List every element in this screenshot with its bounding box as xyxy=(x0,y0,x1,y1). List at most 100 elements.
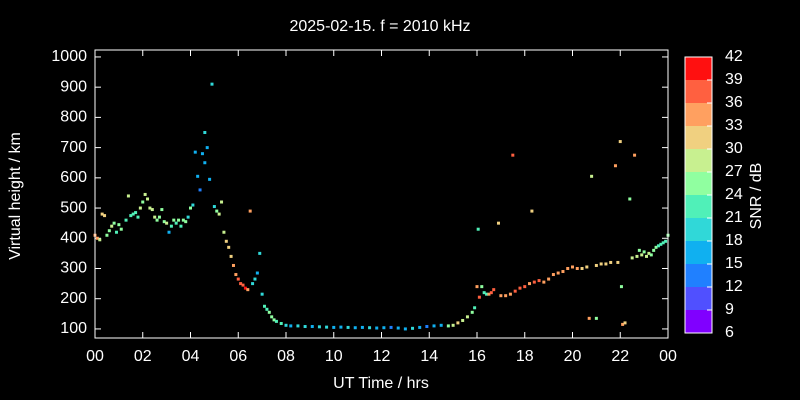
point xyxy=(246,288,250,292)
point xyxy=(124,218,128,222)
point xyxy=(561,270,565,274)
point xyxy=(208,177,212,181)
point xyxy=(353,326,357,330)
colorbar-band xyxy=(685,126,712,149)
x-tick-label: 16 xyxy=(468,348,486,365)
y-tick-label: 1000 xyxy=(51,48,87,65)
point xyxy=(332,325,336,329)
point xyxy=(193,150,197,154)
point xyxy=(110,224,114,228)
point xyxy=(482,291,486,295)
point xyxy=(146,197,150,201)
point xyxy=(556,271,560,275)
point xyxy=(585,265,589,269)
point xyxy=(265,307,269,311)
point xyxy=(236,277,240,281)
point xyxy=(418,325,422,329)
point xyxy=(645,254,649,258)
point xyxy=(346,325,350,329)
x-tick-label: 22 xyxy=(611,348,629,365)
point xyxy=(485,292,489,296)
point xyxy=(425,325,429,329)
x-axis-label: UT Time / hrs xyxy=(333,375,429,392)
point xyxy=(439,323,443,327)
colorbar-band xyxy=(685,80,712,103)
point xyxy=(155,218,159,222)
point xyxy=(604,262,608,266)
point xyxy=(186,215,190,219)
point xyxy=(289,324,293,328)
point xyxy=(141,200,145,204)
point xyxy=(251,282,255,286)
colorbar-band xyxy=(685,287,712,310)
point xyxy=(580,266,584,270)
point xyxy=(150,208,154,212)
point xyxy=(480,285,484,289)
point xyxy=(114,230,118,234)
point xyxy=(465,315,469,319)
colorbar-tick-label: 12 xyxy=(725,278,743,295)
point xyxy=(253,277,257,281)
point xyxy=(630,256,634,260)
point xyxy=(492,288,496,292)
point xyxy=(241,283,245,287)
point xyxy=(167,230,171,234)
point xyxy=(566,266,570,270)
point xyxy=(231,263,235,267)
point xyxy=(594,263,598,267)
point xyxy=(165,221,169,225)
x-tick-label: 18 xyxy=(516,348,534,365)
point xyxy=(461,318,465,322)
colorbar-tick-label: 27 xyxy=(725,163,743,180)
point xyxy=(112,221,116,225)
point xyxy=(203,131,207,135)
colorbar-band xyxy=(685,172,712,195)
point xyxy=(396,326,400,330)
point xyxy=(609,260,613,264)
x-tick-label: 04 xyxy=(182,348,200,365)
point xyxy=(411,326,415,330)
point xyxy=(220,200,224,204)
point xyxy=(551,273,555,277)
y-tick-label: 600 xyxy=(60,169,87,186)
point xyxy=(296,324,300,328)
point xyxy=(542,280,546,284)
point xyxy=(248,209,252,213)
point xyxy=(227,245,231,249)
point xyxy=(547,277,551,281)
point xyxy=(129,214,133,218)
chart-title: 2025-02-15. f = 2010 kHz xyxy=(289,18,470,35)
colorbar-tick-label: 6 xyxy=(725,324,734,341)
point xyxy=(279,321,283,325)
point xyxy=(375,326,379,330)
point xyxy=(234,273,238,277)
y-tick-label: 800 xyxy=(60,109,87,126)
y-axis-label: Virtual height / km xyxy=(7,132,24,260)
y-tick-label: 500 xyxy=(60,199,87,216)
point xyxy=(222,230,226,234)
colorbar-tick-label: 21 xyxy=(725,209,743,226)
point xyxy=(496,221,500,225)
point xyxy=(138,206,142,210)
point xyxy=(117,223,121,227)
point xyxy=(174,221,178,225)
x-tick-label: 00 xyxy=(86,348,104,365)
point xyxy=(317,325,321,329)
point xyxy=(179,224,183,228)
point xyxy=(162,220,166,224)
point xyxy=(587,316,591,320)
colorbar-tick-label: 9 xyxy=(725,301,734,318)
point xyxy=(217,212,221,216)
x-tick-label: 12 xyxy=(373,348,391,365)
colorbar-label: SNR / dB xyxy=(748,163,765,230)
point xyxy=(513,289,517,293)
point xyxy=(126,194,130,198)
point xyxy=(530,209,534,213)
point xyxy=(476,227,480,231)
point xyxy=(215,209,219,213)
point xyxy=(504,294,508,298)
point xyxy=(613,164,617,168)
x-tick-label: 20 xyxy=(564,348,582,365)
point xyxy=(511,153,515,157)
